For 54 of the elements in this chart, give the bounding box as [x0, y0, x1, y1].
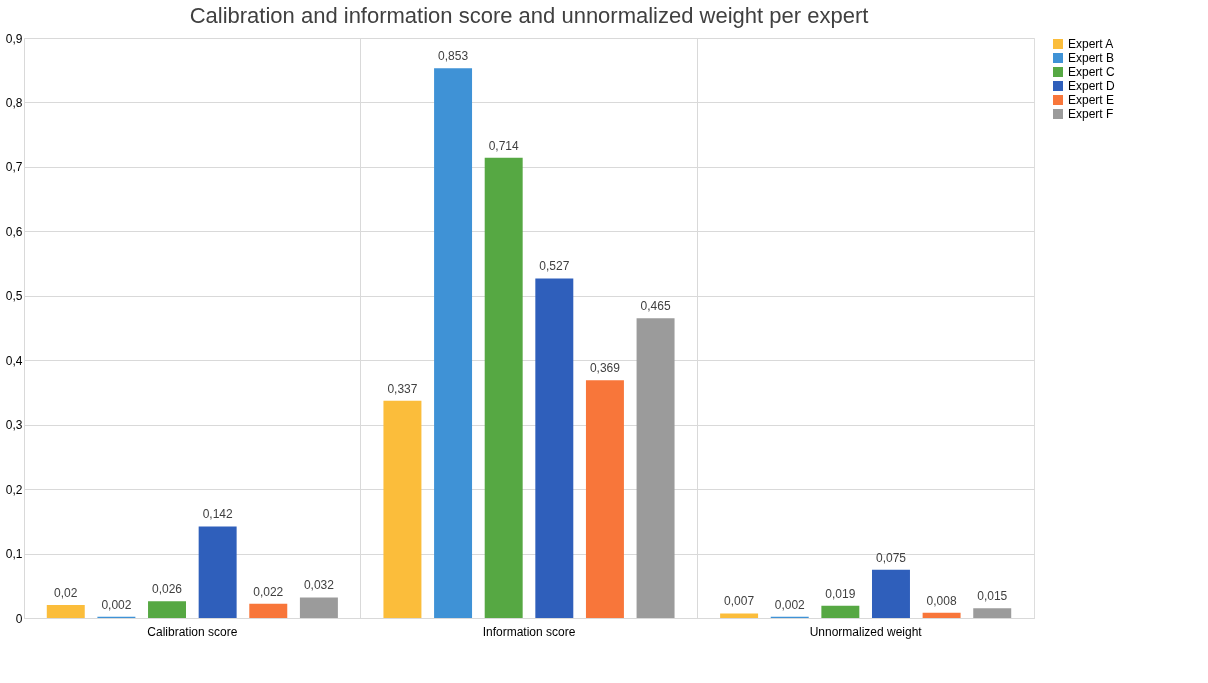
bar — [249, 603, 288, 618]
y-tick-label: 0,2 — [5, 482, 23, 497]
data-label: 0,02 — [54, 586, 78, 601]
bar — [434, 68, 473, 618]
legend-label: Expert B — [1068, 51, 1115, 65]
bar — [821, 605, 860, 618]
y-tick-label: 0 — [15, 611, 23, 626]
data-label: 0,142 — [202, 507, 233, 522]
y-tick-label: 0,3 — [5, 418, 23, 433]
legend-label: Expert C — [1068, 65, 1116, 79]
data-label: 0,022 — [253, 584, 284, 599]
y-tick-label: 0,7 — [5, 160, 23, 175]
chart-title: Calibration and information score and unnormalized weight per expert — [189, 3, 869, 28]
data-label: 0,032 — [303, 578, 335, 593]
y-tick-label: 0,4 — [5, 353, 23, 368]
bar — [46, 605, 85, 618]
data-label: 0,714 — [488, 138, 520, 153]
bar — [720, 613, 759, 618]
bar — [973, 608, 1012, 618]
bar — [535, 278, 574, 618]
y-tick-label: 0,1 — [5, 547, 23, 562]
bar — [484, 157, 523, 618]
data-label: 0,465 — [640, 299, 671, 314]
x-tick-label: Calibration score — [147, 624, 238, 639]
y-tick-label: 0,5 — [5, 289, 23, 304]
x-tick-label: Unnormalized weight — [809, 624, 923, 639]
bar — [871, 569, 910, 618]
data-label: 0,019 — [825, 586, 856, 601]
data-label: 0,007 — [724, 594, 755, 609]
x-tick-label: Information score — [482, 624, 576, 639]
bar — [922, 612, 961, 618]
bar — [636, 318, 675, 618]
y-tick-label: 0,9 — [5, 31, 23, 46]
data-label: 0,026 — [152, 582, 183, 597]
data-label: 0,002 — [774, 597, 806, 612]
data-label: 0,008 — [926, 593, 957, 608]
y-tick-label: 0,8 — [5, 95, 23, 110]
data-label: 0,369 — [589, 361, 621, 376]
data-label: 0,075 — [875, 550, 907, 565]
data-label: 0,853 — [438, 49, 469, 64]
data-label: 0,002 — [101, 597, 132, 612]
data-label: 0,337 — [387, 381, 418, 396]
bar — [148, 601, 187, 618]
data-label: 0,527 — [539, 259, 570, 274]
bar — [299, 597, 338, 618]
legend-label: Expert D — [1068, 79, 1116, 93]
legend-label: Expert A — [1068, 37, 1114, 51]
legend-label: Expert E — [1068, 93, 1115, 107]
data-label: 0,015 — [977, 589, 1008, 604]
bar — [198, 526, 237, 618]
legend-label: Expert F — [1068, 107, 1114, 121]
bar — [585, 380, 624, 618]
y-tick-label: 0,6 — [5, 224, 23, 239]
bar — [383, 400, 422, 618]
